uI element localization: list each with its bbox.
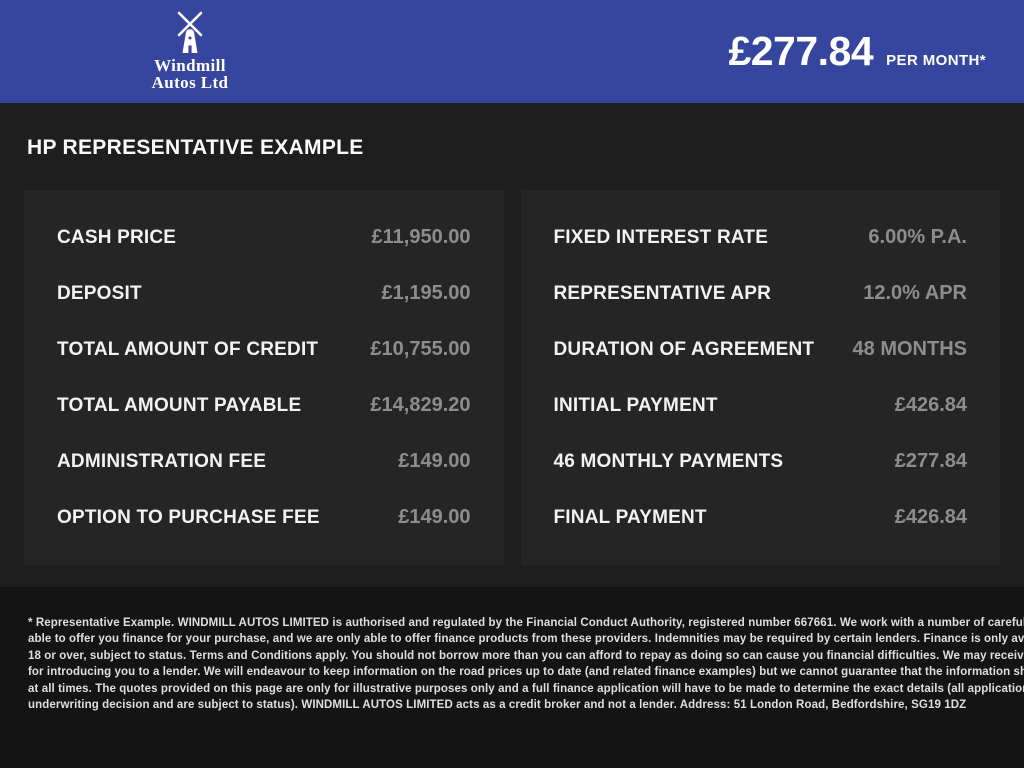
row-label: TOTAL AMOUNT PAYABLE [57, 394, 302, 416]
finance-panel-right: FIXED INTEREST RATE 6.00% P.A. REPRESENT… [520, 190, 1000, 565]
monthly-price: £277.84 [728, 28, 874, 74]
finance-row-monthly-payments: 46 MONTHLY PAYMENTS £277.84 [554, 434, 968, 490]
monthly-price-block: £277.84 PER MONTH* [728, 0, 986, 103]
finance-row-duration: DURATION OF AGREEMENT 48 MONTHS [554, 322, 968, 378]
row-value: 48 MONTHS [852, 338, 967, 360]
row-label: FINAL PAYMENT [553, 506, 707, 528]
row-label: REPRESENTATIVE APR [553, 282, 772, 304]
finance-row-option-to-purchase-fee: OPTION TO PURCHASE FEE £149.00 [57, 490, 471, 546]
finance-row-total-payable: TOTAL AMOUNT PAYABLE £14,829.20 [57, 378, 471, 434]
finance-panel-left: CASH PRICE £11,950.00 DEPOSIT £1,195.00 … [24, 190, 504, 565]
row-label: 46 MONTHLY PAYMENTS [553, 450, 784, 472]
row-value: £10,755.00 [370, 338, 471, 360]
row-label: ADMINISTRATION FEE [57, 450, 267, 472]
row-value: £14,829.20 [370, 394, 471, 416]
finance-row-cash-price: CASH PRICE £11,950.00 [57, 210, 471, 266]
row-value: £277.84 [894, 450, 967, 472]
legal-text-line: * Representative Example. WINDMILL AUTOS… [28, 617, 1024, 629]
row-label: OPTION TO PURCHASE FEE [57, 506, 320, 528]
finance-row-initial-payment: INITIAL PAYMENT £426.84 [554, 378, 968, 434]
finance-row-fixed-interest-rate: FIXED INTEREST RATE 6.00% P.A. [554, 210, 968, 266]
legal-text-line: for introducing you to a lender. We will… [28, 666, 1024, 679]
row-label: FIXED INTEREST RATE [553, 226, 769, 248]
monthly-price-suffix: PER MONTH* [886, 52, 986, 69]
legal-text-line: able to offer you finance for your purch… [28, 633, 1024, 646]
row-label: DURATION OF AGREEMENT [553, 338, 815, 360]
brand-name-line1: Windmill [154, 56, 226, 75]
row-label: INITIAL PAYMENT [553, 394, 718, 416]
row-value: £426.84 [894, 394, 967, 416]
brand-logo: Windmill Autos Ltd [132, 11, 248, 91]
windmill-icon [177, 11, 203, 53]
row-value: 6.00% P.A. [868, 226, 967, 248]
page-title: HP REPRESENTATIVE EXAMPLE [27, 136, 364, 159]
row-value: £149.00 [398, 506, 471, 528]
row-value: 12.0% APR [863, 282, 967, 304]
legal-text-line: underwriting decision and are subject to… [28, 699, 967, 712]
header: Windmill Autos Ltd £277.84 PER MONTH* [0, 0, 1024, 103]
legal-text-line: at all times. The quotes provided on thi… [28, 682, 1024, 695]
row-label: TOTAL AMOUNT OF CREDIT [57, 338, 319, 360]
finance-row-representative-apr: REPRESENTATIVE APR 12.0% APR [554, 266, 968, 322]
finance-row-admin-fee: ADMINISTRATION FEE £149.00 [57, 434, 471, 490]
row-value: £149.00 [398, 450, 471, 472]
finance-row-deposit: DEPOSIT £1,195.00 [57, 266, 471, 322]
brand-name-line2: Autos Ltd [151, 73, 229, 92]
row-value: £11,950.00 [371, 226, 471, 248]
row-label: DEPOSIT [57, 282, 142, 304]
legal-text-line: 18 or over, subject to status. Terms and… [28, 649, 1024, 662]
finance-row-final-payment: FINAL PAYMENT £426.84 [554, 490, 968, 546]
row-value: £1,195.00 [381, 282, 471, 304]
finance-row-total-credit: TOTAL AMOUNT OF CREDIT £10,755.00 [57, 322, 471, 378]
legal-footer: * Representative Example. WINDMILL AUTOS… [0, 587, 1024, 768]
row-value: £426.84 [894, 506, 967, 528]
row-label: CASH PRICE [57, 226, 177, 248]
finance-panels: CASH PRICE £11,950.00 DEPOSIT £1,195.00 … [24, 190, 1000, 565]
